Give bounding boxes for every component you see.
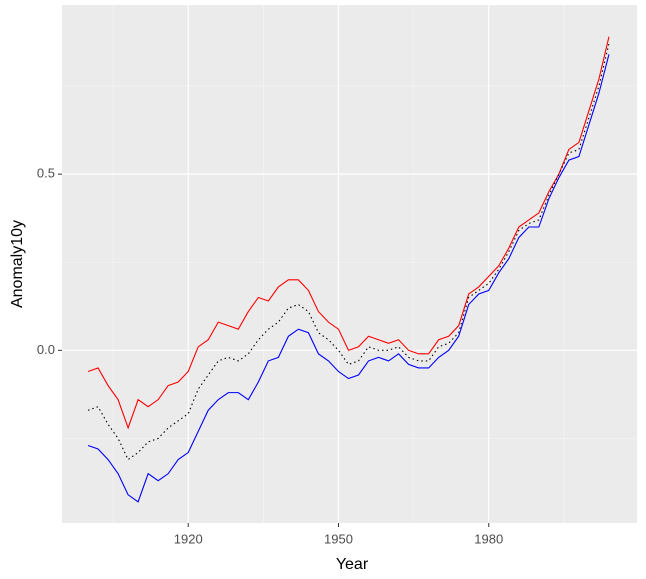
x-axis-title: Year [336,556,369,573]
y-tick-label: 0.0 [37,342,55,357]
x-tick-label: 1980 [474,531,503,546]
y-tick-label: 0.5 [37,166,55,181]
x-tick-label: 1950 [324,531,353,546]
x-tick-label: 1920 [174,531,203,546]
y-axis-title: Anomaly10y [9,220,26,308]
panel [62,5,637,523]
series-line [87,36,610,430]
series-line [87,43,610,461]
series-line [87,54,610,503]
